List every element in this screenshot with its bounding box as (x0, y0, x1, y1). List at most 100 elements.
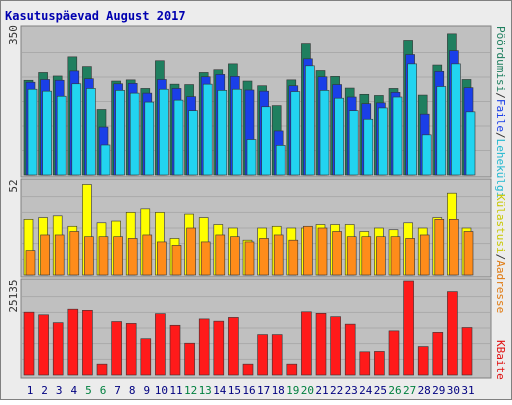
bar (98, 236, 109, 276)
bar (303, 225, 313, 276)
legend-visits-label: Külastusi (494, 194, 507, 254)
legend-pageviews: Pöördumisi (494, 26, 507, 92)
bar (40, 234, 50, 276)
bar (374, 351, 385, 376)
bar (261, 106, 271, 176)
day-label: 24 (359, 384, 373, 397)
bar (334, 97, 344, 176)
day-label: 14 (213, 384, 227, 397)
bar (25, 250, 36, 276)
day-label: 23 (345, 384, 358, 397)
legend-pages: Lehekülgi (494, 139, 507, 199)
bar (86, 88, 96, 176)
bar (348, 110, 359, 176)
bar (169, 324, 181, 376)
bar (271, 334, 283, 376)
bar (96, 363, 108, 376)
bar (378, 107, 388, 176)
legend-visits: Pöördumisi/Faile/Lehekülgi (494, 26, 507, 198)
bar (363, 118, 374, 176)
legend-separator: / (494, 132, 507, 139)
day-labels: 1 2 3 4 5 6 7 8 9 10 11 12 13 14 15 16 17 18 19 20 21 22 23 24 2… (27, 384, 475, 397)
legend-hosts: Külastusi/Aadresse (494, 194, 507, 313)
bar (432, 332, 444, 376)
day-label: 21 (315, 384, 328, 397)
bar (23, 311, 35, 376)
bar (463, 231, 474, 276)
day-label: 20 (301, 384, 314, 397)
bar (215, 234, 226, 276)
bar (319, 90, 330, 176)
bar (301, 311, 312, 376)
bar (71, 83, 82, 176)
bar (67, 308, 79, 376)
bar (317, 227, 328, 276)
legend-separator: / (494, 92, 507, 99)
day-label: 26 (388, 384, 401, 397)
day-label: 31 (461, 384, 474, 397)
bar (461, 327, 473, 376)
bar (246, 139, 257, 176)
bar (392, 96, 403, 176)
legend-traffic: KBaite (494, 340, 507, 380)
day-label: 7 (114, 384, 121, 397)
bar (390, 236, 401, 276)
bar (155, 313, 166, 376)
day-label: 9 (143, 384, 150, 397)
bar (200, 241, 211, 276)
bar (27, 88, 38, 176)
bar (54, 234, 65, 276)
bar (184, 342, 195, 376)
day-label: 19 (286, 384, 299, 397)
bar (127, 238, 138, 276)
bar (421, 134, 432, 176)
bar (465, 111, 476, 176)
day-label: 6 (100, 384, 107, 397)
bar (407, 63, 417, 176)
day-label: 1 (27, 384, 34, 397)
series-2-0 (23, 280, 473, 376)
day-label: 10 (155, 384, 168, 397)
bar (286, 363, 298, 376)
bar (388, 330, 400, 376)
day-label: 2 (41, 384, 48, 397)
bar (257, 334, 268, 376)
bar (346, 236, 357, 276)
bar (288, 239, 299, 276)
bar (436, 86, 447, 176)
bar (290, 91, 301, 176)
day-label: 8 (129, 384, 136, 397)
day-label: 28 (418, 384, 431, 397)
bar (171, 245, 182, 276)
day-label: 12 (184, 384, 197, 397)
bar (42, 90, 52, 176)
day-label: 29 (432, 384, 445, 397)
bar (419, 234, 430, 276)
bar (113, 236, 123, 276)
chart-title: Kasutuspäevad August 2017 (5, 9, 186, 23)
day-label: 15 (228, 384, 241, 397)
day-label: 11 (169, 384, 182, 397)
bars (23, 33, 476, 376)
bar (228, 317, 239, 376)
ymax-label-visits: 350 (7, 25, 20, 45)
bar (405, 238, 415, 276)
bar (449, 218, 459, 276)
bar (52, 322, 64, 376)
bar (305, 65, 315, 176)
day-label: 5 (85, 384, 92, 397)
bar (217, 90, 228, 176)
legend-files: Faile (494, 99, 507, 132)
bar (344, 323, 356, 376)
bar (242, 363, 254, 376)
series-1-1 (25, 218, 474, 276)
bar (332, 231, 342, 276)
bar (451, 63, 461, 176)
bar (232, 88, 242, 176)
bar (202, 83, 213, 176)
day-label: 25 (374, 384, 387, 397)
bar (100, 144, 111, 176)
bar (84, 236, 94, 276)
